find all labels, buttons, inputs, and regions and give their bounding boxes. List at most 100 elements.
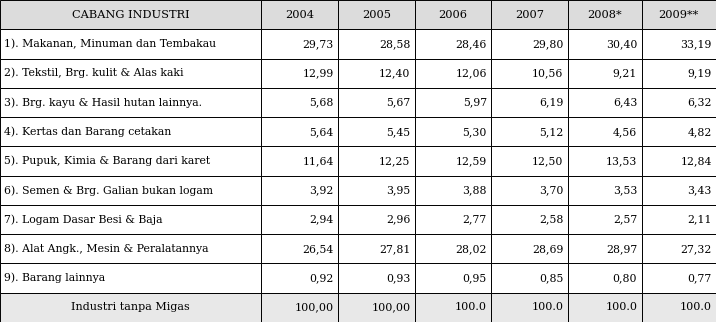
Bar: [338, 234, 415, 263]
Bar: [338, 117, 415, 147]
Bar: [261, 234, 338, 263]
Text: 4,82: 4,82: [687, 127, 712, 137]
Text: 2,96: 2,96: [386, 214, 410, 224]
Bar: [568, 293, 642, 322]
Text: 2006: 2006: [438, 10, 468, 20]
Text: 28,46: 28,46: [455, 39, 487, 49]
Text: 6). Semen & Brg. Galian bukan logam: 6). Semen & Brg. Galian bukan logam: [4, 185, 213, 195]
Text: 2007: 2007: [515, 10, 544, 20]
Text: 11,64: 11,64: [302, 156, 334, 166]
Text: 7). Logam Dasar Besi & Baja: 7). Logam Dasar Besi & Baja: [4, 214, 163, 225]
Bar: [415, 205, 491, 234]
Bar: [491, 263, 568, 293]
Text: 5,45: 5,45: [386, 127, 410, 137]
Text: CABANG INDUSTRI: CABANG INDUSTRI: [72, 10, 190, 20]
Text: 12,06: 12,06: [455, 68, 487, 78]
Bar: [0, 234, 261, 263]
Text: 27,81: 27,81: [379, 244, 410, 254]
Bar: [0, 29, 261, 59]
Bar: [415, 175, 491, 205]
Bar: [642, 29, 716, 59]
Text: 2,77: 2,77: [463, 214, 487, 224]
Text: 4). Kertas dan Barang cetakan: 4). Kertas dan Barang cetakan: [4, 127, 172, 137]
Text: 5). Pupuk, Kimia & Barang dari karet: 5). Pupuk, Kimia & Barang dari karet: [4, 156, 211, 166]
Bar: [642, 0, 716, 29]
Bar: [338, 263, 415, 293]
Text: 0,95: 0,95: [463, 273, 487, 283]
Bar: [642, 59, 716, 88]
Bar: [0, 205, 261, 234]
Bar: [0, 88, 261, 117]
Bar: [642, 117, 716, 147]
Text: 3,95: 3,95: [386, 185, 410, 195]
Text: 30,40: 30,40: [606, 39, 637, 49]
Text: 5,30: 5,30: [463, 127, 487, 137]
Text: 5,68: 5,68: [309, 98, 334, 108]
Text: 8). Alat Angk., Mesin & Peralatannya: 8). Alat Angk., Mesin & Peralatannya: [4, 243, 209, 254]
Text: 29,80: 29,80: [532, 39, 563, 49]
Bar: [642, 88, 716, 117]
Bar: [642, 205, 716, 234]
Bar: [415, 147, 491, 175]
Text: 29,73: 29,73: [302, 39, 334, 49]
Text: 28,97: 28,97: [606, 244, 637, 254]
Text: 2,58: 2,58: [539, 214, 563, 224]
Text: 28,02: 28,02: [455, 244, 487, 254]
Text: 10,56: 10,56: [532, 68, 563, 78]
Bar: [338, 175, 415, 205]
Bar: [491, 29, 568, 59]
Bar: [338, 59, 415, 88]
Bar: [0, 59, 261, 88]
Text: 3,53: 3,53: [613, 185, 637, 195]
Text: 2008*: 2008*: [587, 10, 622, 20]
Text: 5,97: 5,97: [463, 98, 487, 108]
Bar: [261, 0, 338, 29]
Bar: [568, 175, 642, 205]
Text: 3,70: 3,70: [539, 185, 563, 195]
Bar: [568, 205, 642, 234]
Bar: [491, 205, 568, 234]
Bar: [261, 29, 338, 59]
Bar: [415, 117, 491, 147]
Bar: [261, 175, 338, 205]
Bar: [261, 59, 338, 88]
Text: 100.0: 100.0: [531, 302, 563, 312]
Bar: [338, 0, 415, 29]
Text: 2,11: 2,11: [687, 214, 712, 224]
Bar: [261, 205, 338, 234]
Text: 2,94: 2,94: [309, 214, 334, 224]
Bar: [338, 29, 415, 59]
Bar: [415, 293, 491, 322]
Bar: [642, 234, 716, 263]
Text: 100.0: 100.0: [455, 302, 487, 312]
Bar: [568, 234, 642, 263]
Text: 3,88: 3,88: [463, 185, 487, 195]
Bar: [568, 0, 642, 29]
Bar: [491, 175, 568, 205]
Bar: [338, 205, 415, 234]
Bar: [261, 117, 338, 147]
Text: 5,12: 5,12: [539, 127, 563, 137]
Bar: [491, 117, 568, 147]
Bar: [338, 88, 415, 117]
Text: 100,00: 100,00: [294, 302, 334, 312]
Bar: [491, 0, 568, 29]
Text: 2,57: 2,57: [613, 214, 637, 224]
Bar: [415, 263, 491, 293]
Bar: [0, 175, 261, 205]
Text: 6,32: 6,32: [687, 98, 712, 108]
Bar: [0, 293, 261, 322]
Bar: [642, 263, 716, 293]
Bar: [568, 29, 642, 59]
Bar: [415, 88, 491, 117]
Text: 0,93: 0,93: [386, 273, 410, 283]
Bar: [261, 263, 338, 293]
Bar: [491, 147, 568, 175]
Bar: [261, 88, 338, 117]
Bar: [642, 293, 716, 322]
Bar: [491, 293, 568, 322]
Text: 12,59: 12,59: [455, 156, 487, 166]
Text: 6,19: 6,19: [539, 98, 563, 108]
Bar: [642, 147, 716, 175]
Bar: [491, 88, 568, 117]
